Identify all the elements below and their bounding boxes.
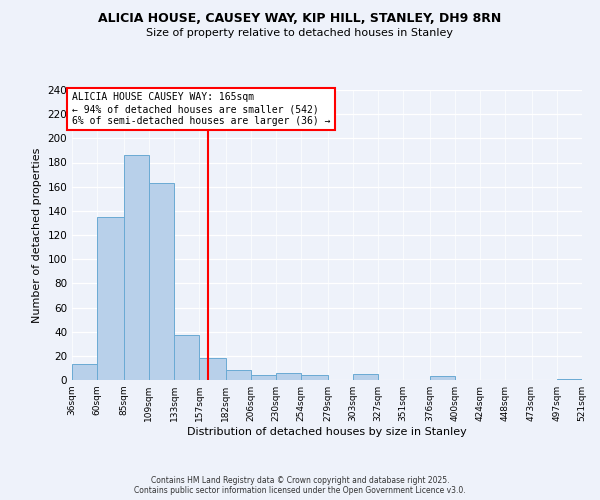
Bar bbox=[251, 375, 276, 380]
Text: ALICIA HOUSE CAUSEY WAY: 165sqm
← 94% of detached houses are smaller (542)
6% of: ALICIA HOUSE CAUSEY WAY: 165sqm ← 94% of… bbox=[72, 92, 331, 126]
Bar bbox=[557, 379, 582, 380]
Text: Contains HM Land Registry data © Crown copyright and database right 2025.
Contai: Contains HM Land Registry data © Crown c… bbox=[134, 476, 466, 495]
Text: Size of property relative to detached houses in Stanley: Size of property relative to detached ho… bbox=[146, 28, 454, 38]
Bar bbox=[97, 217, 124, 380]
X-axis label: Distribution of detached houses by size in Stanley: Distribution of detached houses by size … bbox=[187, 427, 467, 437]
Bar bbox=[276, 373, 301, 380]
Bar bbox=[301, 375, 328, 380]
Bar bbox=[72, 364, 97, 380]
Text: ALICIA HOUSE, CAUSEY WAY, KIP HILL, STANLEY, DH9 8RN: ALICIA HOUSE, CAUSEY WAY, KIP HILL, STAN… bbox=[98, 12, 502, 26]
Bar bbox=[199, 358, 226, 380]
Bar bbox=[353, 374, 378, 380]
Bar bbox=[430, 376, 455, 380]
Bar bbox=[174, 336, 199, 380]
Y-axis label: Number of detached properties: Number of detached properties bbox=[32, 148, 42, 322]
Bar bbox=[149, 183, 174, 380]
Bar bbox=[124, 155, 149, 380]
Bar bbox=[226, 370, 251, 380]
